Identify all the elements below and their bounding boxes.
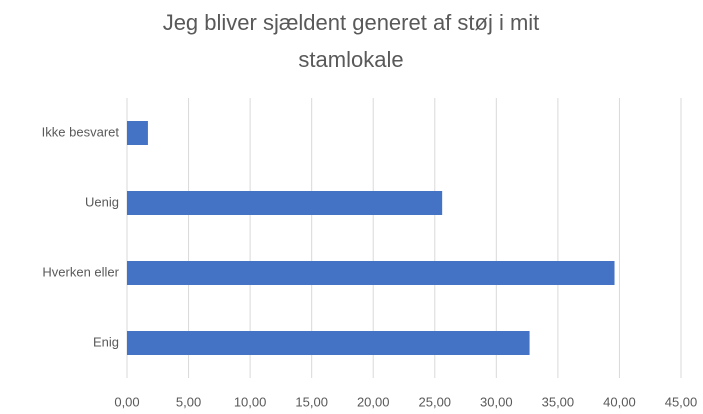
x-tick-label: 0,00 bbox=[114, 394, 139, 409]
bar bbox=[127, 331, 530, 355]
bar bbox=[127, 191, 443, 215]
bar bbox=[127, 121, 148, 145]
x-tick-label: 30,00 bbox=[480, 394, 513, 409]
y-tick-label: Uenig bbox=[85, 194, 119, 209]
bar bbox=[127, 261, 615, 285]
x-tick-label: 20,00 bbox=[357, 394, 390, 409]
x-tick-label: 40,00 bbox=[603, 394, 636, 409]
chart-title: Jeg bliver sjældent generet af støj i mi… bbox=[162, 10, 540, 72]
x-tick-label: 15,00 bbox=[295, 394, 328, 409]
x-tick-label: 25,00 bbox=[419, 394, 452, 409]
y-tick-label: Ikke besvaret bbox=[42, 124, 120, 139]
x-tick-label: 5,00 bbox=[176, 394, 201, 409]
x-tick-label: 10,00 bbox=[234, 394, 267, 409]
x-tick-label: 45,00 bbox=[665, 394, 698, 409]
y-tick-label: Enig bbox=[93, 334, 119, 349]
x-tick-label: 35,00 bbox=[542, 394, 575, 409]
y-tick-label: Hverken eller bbox=[42, 264, 119, 279]
